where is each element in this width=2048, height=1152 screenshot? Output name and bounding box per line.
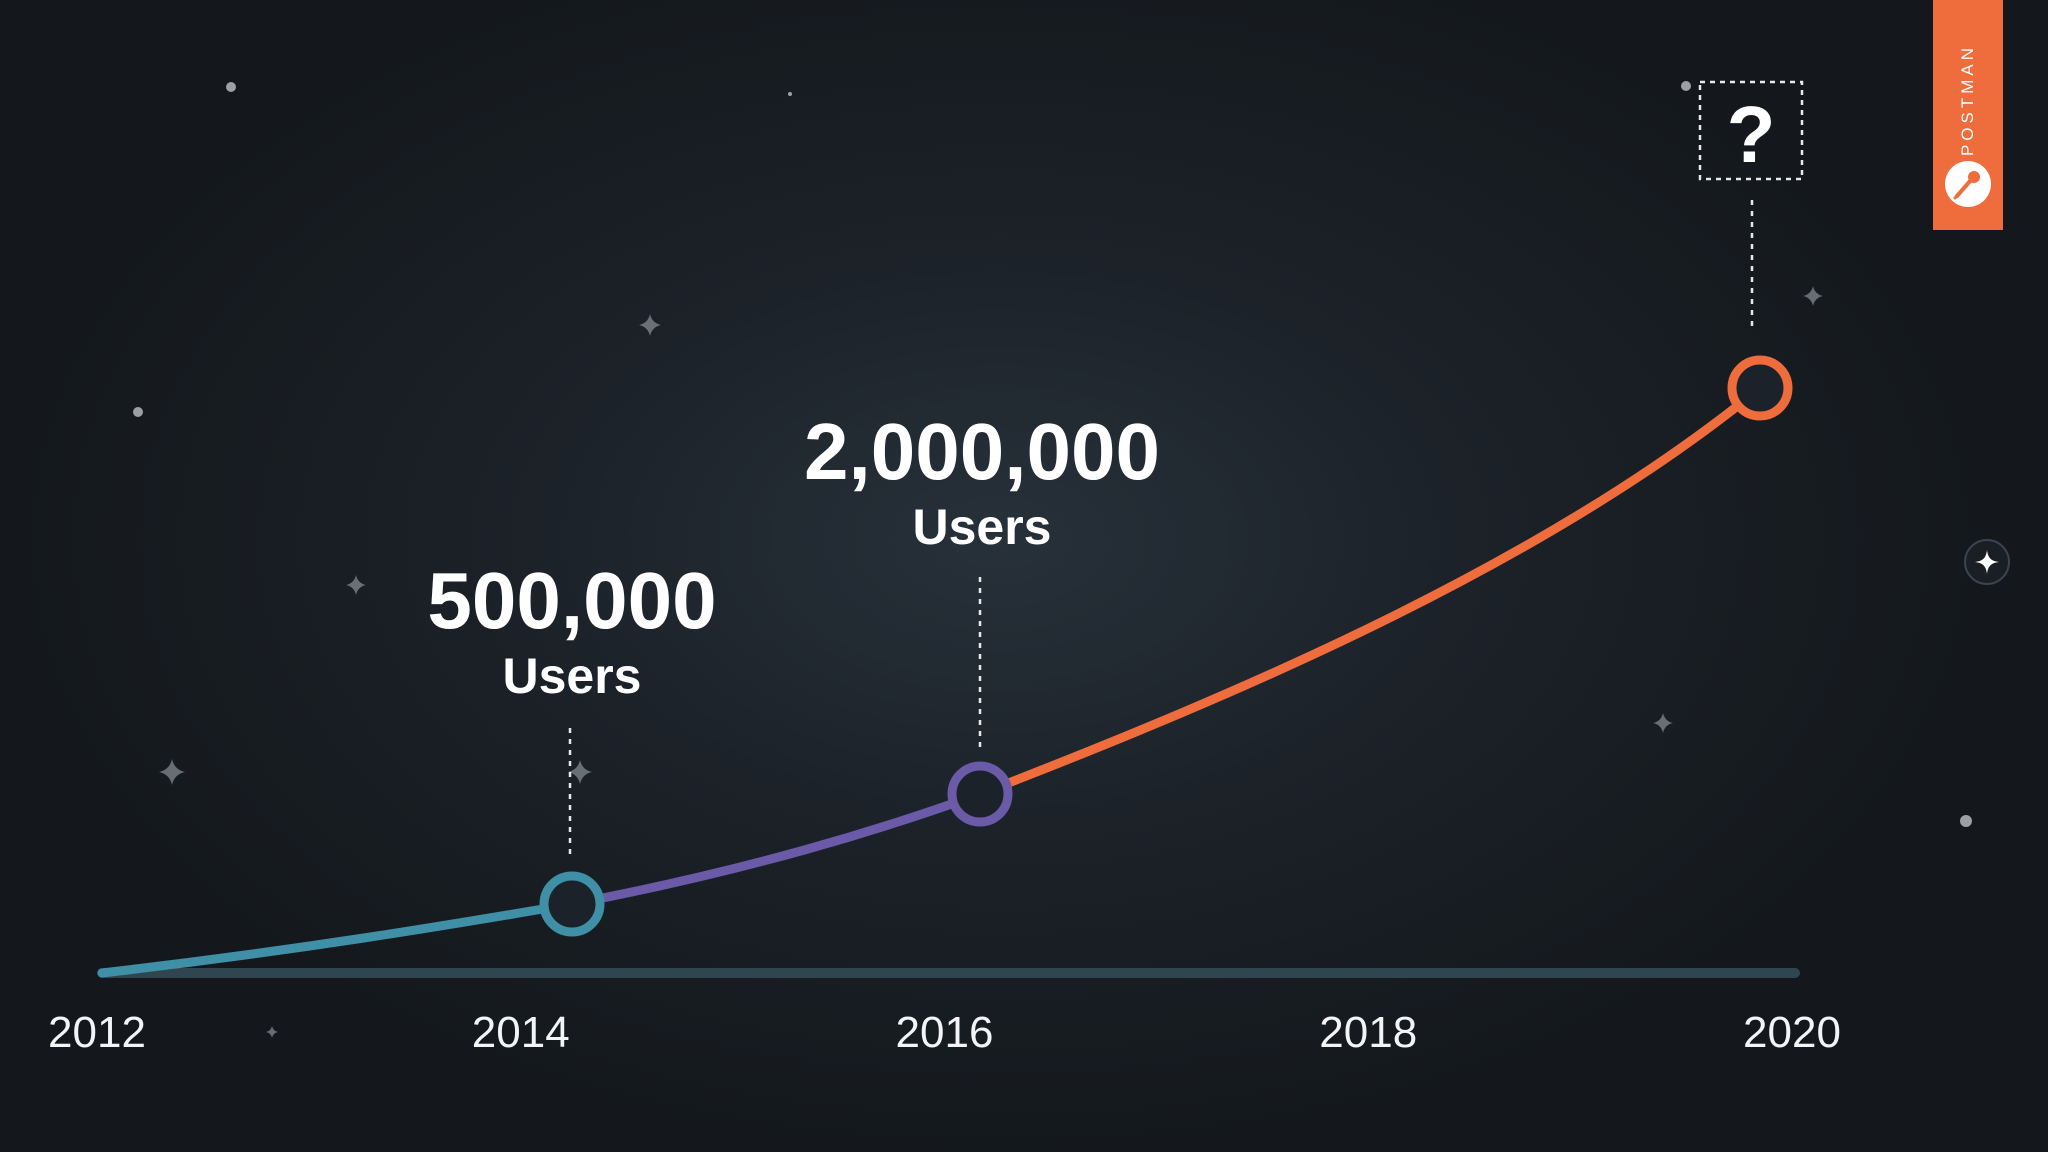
x-tick-label: 2014 [472, 1008, 570, 1057]
series-segment [975, 383, 1765, 799]
x-tick-label: 2020 [1743, 1008, 1841, 1057]
postman-brand-tab: POSTMAN [1933, 0, 2003, 230]
star-sparkle [266, 1026, 278, 1038]
star-sparkle [1653, 713, 1673, 733]
x-tick-label: 2012 [48, 1008, 146, 1057]
brand-name: POSTMAN [1958, 43, 1977, 157]
star-sparkle [1803, 286, 1823, 306]
milestone-marker [947, 761, 1013, 827]
star-sparkle [159, 759, 185, 785]
x-axis: 2012 2014 2016 2018 2020 [48, 968, 1841, 1057]
series-segment [567, 789, 985, 909]
milestone-marker [539, 871, 605, 937]
x-tick-label: 2018 [1319, 1008, 1417, 1057]
milestone-unit-label: Users [913, 499, 1052, 555]
sparkle-button[interactable] [1964, 539, 2010, 585]
star-dot [1681, 81, 1691, 91]
unknown-value-label: ? [1727, 90, 1776, 179]
annotation-guides [568, 80, 1804, 860]
milestone-unit-label: Users [503, 648, 642, 704]
sparkle-icon [1975, 550, 1999, 574]
star-sparkle [346, 575, 366, 595]
star-dot [1960, 815, 1972, 827]
series-segment [97, 899, 577, 978]
milestone-value-label: 500,000 [427, 556, 716, 645]
postman-logo-icon [1945, 161, 1991, 207]
star-dot [133, 407, 143, 417]
star-sparkle [639, 314, 661, 336]
star-dot [226, 82, 236, 92]
star-sparkle [568, 760, 592, 784]
milestone-marker [1727, 355, 1793, 421]
unknown-value-box [1698, 80, 1804, 181]
milestone-markers [539, 355, 1793, 937]
x-tick-label: 2016 [896, 1008, 994, 1057]
background-stars [133, 81, 1972, 1038]
star-dot [788, 92, 792, 96]
milestone-value-label: 2,000,000 [804, 407, 1160, 496]
series-line [97, 383, 1765, 978]
